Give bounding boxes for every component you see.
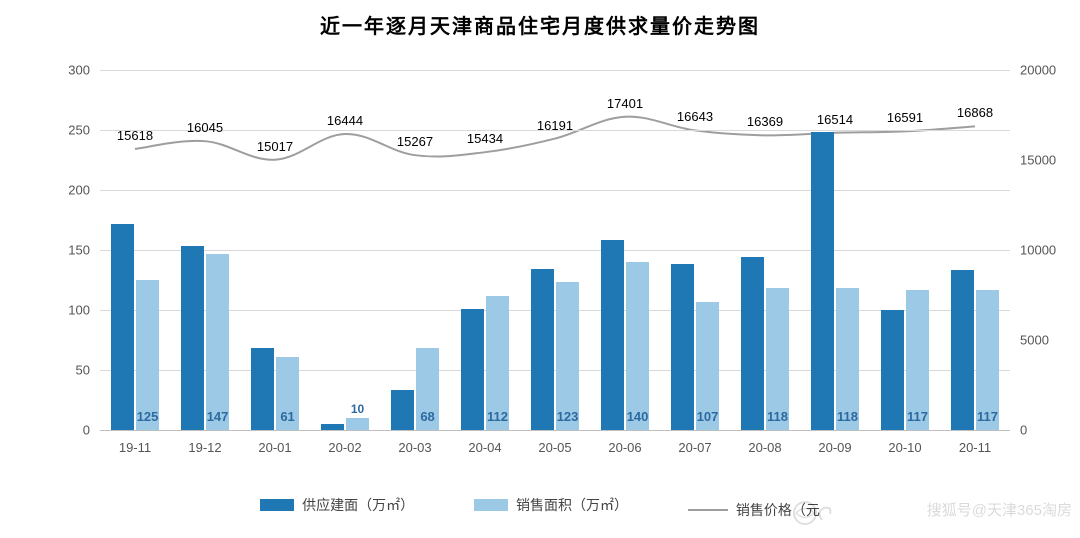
price-value-label: 16868 bbox=[957, 105, 993, 120]
price-value-label: 16444 bbox=[327, 113, 363, 128]
sales-value-label: 107 bbox=[696, 409, 719, 424]
sales-value-label: 68 bbox=[416, 409, 439, 424]
sales-value-label: 61 bbox=[276, 409, 299, 424]
x-tick-label: 20-07 bbox=[660, 440, 730, 455]
x-tick-label: 20-10 bbox=[870, 440, 940, 455]
x-tick-label: 20-08 bbox=[730, 440, 800, 455]
x-tick-label: 20-06 bbox=[590, 440, 660, 455]
x-tick-label: 20-09 bbox=[800, 440, 870, 455]
sales-value-label: 10 bbox=[351, 402, 364, 416]
sales-bar: 107 bbox=[696, 302, 719, 430]
legend: 供应建面（万㎡） 销售面积（万㎡） 销售价格（元 bbox=[0, 495, 1080, 520]
legend-supply-label: 供应建面（万㎡） bbox=[302, 495, 414, 515]
price-value-label: 16045 bbox=[187, 120, 223, 135]
price-value-label: 15618 bbox=[117, 128, 153, 143]
grid-line bbox=[100, 310, 1010, 311]
sales-bar: 140 bbox=[626, 262, 649, 430]
price-value-label: 16514 bbox=[817, 112, 853, 127]
sales-bar: 147 bbox=[206, 254, 229, 430]
supply-bar bbox=[531, 269, 554, 430]
supply-bar bbox=[461, 309, 484, 430]
x-tick-label: 20-01 bbox=[240, 440, 310, 455]
price-value-label: 15434 bbox=[467, 131, 503, 146]
price-value-label: 15267 bbox=[397, 134, 433, 149]
sales-bar bbox=[346, 418, 369, 430]
y-right-tick-label: 0 bbox=[1020, 423, 1027, 438]
price-value-label: 17401 bbox=[607, 96, 643, 111]
grid-line bbox=[100, 190, 1010, 191]
supply-bar bbox=[321, 424, 344, 430]
y-left-tick-label: 0 bbox=[83, 423, 90, 438]
supply-bar bbox=[741, 257, 764, 430]
legend-sales-label: 销售面积（万㎡） bbox=[516, 495, 628, 515]
grid-line bbox=[100, 370, 1010, 371]
chart-title: 近一年逐月天津商品住宅月度供求量价走势图 bbox=[0, 10, 1080, 39]
legend-sales: 销售面积（万㎡） bbox=[474, 495, 628, 515]
sales-value-label: 140 bbox=[626, 409, 649, 424]
sales-value-label: 112 bbox=[486, 409, 509, 424]
y-right-tick-label: 10000 bbox=[1020, 243, 1056, 258]
price-value-label: 15017 bbox=[257, 139, 293, 154]
sales-value-label: 125 bbox=[136, 409, 159, 424]
price-value-label: 16591 bbox=[887, 110, 923, 125]
sales-value-label: 117 bbox=[906, 409, 929, 424]
x-tick-label: 19-11 bbox=[100, 440, 170, 455]
y-left-tick-label: 300 bbox=[68, 63, 90, 78]
sales-value-label: 118 bbox=[766, 409, 789, 424]
sales-bar: 125 bbox=[136, 280, 159, 430]
sales-value-label: 118 bbox=[836, 409, 859, 424]
x-tick-label: 19-12 bbox=[170, 440, 240, 455]
plot-area: 0501001502002503000500010000150002000019… bbox=[100, 70, 1010, 430]
supply-bar bbox=[951, 270, 974, 430]
supply-bar bbox=[111, 224, 134, 430]
sales-value-label: 117 bbox=[976, 409, 999, 424]
supply-bar bbox=[811, 132, 834, 430]
x-tick-label: 20-03 bbox=[380, 440, 450, 455]
x-tick-label: 20-02 bbox=[310, 440, 380, 455]
x-tick-label: 20-05 bbox=[520, 440, 590, 455]
sales-bar: 61 bbox=[276, 357, 299, 430]
supply-bar bbox=[391, 390, 414, 430]
legend-sales-swatch bbox=[474, 499, 508, 511]
legend-supply-swatch bbox=[260, 499, 294, 511]
y-left-tick-label: 250 bbox=[68, 123, 90, 138]
y-right-tick-label: 15000 bbox=[1020, 153, 1056, 168]
supply-bar bbox=[881, 310, 904, 430]
supply-bar bbox=[181, 246, 204, 430]
x-tick-label: 20-11 bbox=[940, 440, 1010, 455]
y-left-tick-label: 200 bbox=[68, 183, 90, 198]
sales-bar: 117 bbox=[976, 290, 999, 430]
x-tick-label: 20-04 bbox=[450, 440, 520, 455]
chart-root: 近一年逐月天津商品住宅月度供求量价走势图 0501001502002503000… bbox=[0, 0, 1080, 538]
y-right-tick-label: 5000 bbox=[1020, 333, 1049, 348]
price-value-label: 16369 bbox=[747, 114, 783, 129]
legend-price-swatch bbox=[688, 509, 728, 511]
y-left-tick-label: 100 bbox=[68, 303, 90, 318]
sales-bar: 118 bbox=[766, 288, 789, 430]
price-value-label: 16643 bbox=[677, 109, 713, 124]
supply-bar bbox=[671, 264, 694, 430]
sales-bar: 118 bbox=[836, 288, 859, 430]
legend-supply: 供应建面（万㎡） bbox=[260, 495, 414, 515]
sales-bar: 68 bbox=[416, 348, 439, 430]
sales-bar: 112 bbox=[486, 296, 509, 430]
grid-line bbox=[100, 250, 1010, 251]
sales-value-label: 123 bbox=[556, 409, 579, 424]
grid-line bbox=[100, 70, 1010, 71]
y-left-tick-label: 50 bbox=[76, 363, 90, 378]
sales-bar: 117 bbox=[906, 290, 929, 430]
price-value-label: 16191 bbox=[537, 118, 573, 133]
watermark-logo-icon bbox=[790, 498, 850, 528]
watermark-text: 搜狐号@天津365淘房 bbox=[927, 499, 1072, 520]
supply-bar bbox=[251, 348, 274, 430]
y-right-tick-label: 20000 bbox=[1020, 63, 1056, 78]
y-left-tick-label: 150 bbox=[68, 243, 90, 258]
grid-line bbox=[100, 430, 1010, 431]
supply-bar bbox=[601, 240, 624, 430]
sales-value-label: 147 bbox=[206, 409, 229, 424]
sales-bar: 123 bbox=[556, 282, 579, 430]
